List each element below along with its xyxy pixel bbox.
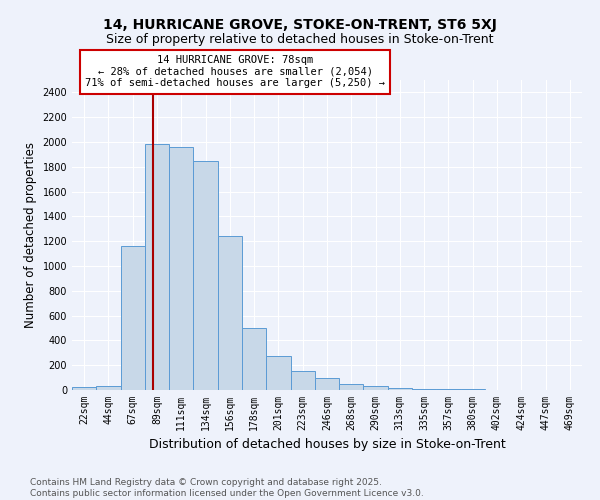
Bar <box>290 371 315 390</box>
Bar <box>145 144 169 390</box>
Y-axis label: Number of detached properties: Number of detached properties <box>24 142 37 328</box>
X-axis label: Distribution of detached houses by size in Stoke-on-Trent: Distribution of detached houses by size … <box>149 438 505 452</box>
Bar <box>388 388 412 390</box>
Text: Size of property relative to detached houses in Stoke-on-Trent: Size of property relative to detached ho… <box>106 32 494 46</box>
Bar <box>96 386 121 390</box>
Bar <box>169 147 193 390</box>
Text: 14 HURRICANE GROVE: 78sqm
← 28% of detached houses are smaller (2,054)
71% of se: 14 HURRICANE GROVE: 78sqm ← 28% of detac… <box>85 55 385 88</box>
Bar <box>339 384 364 390</box>
Text: Contains HM Land Registry data © Crown copyright and database right 2025.
Contai: Contains HM Land Registry data © Crown c… <box>30 478 424 498</box>
Bar <box>72 387 96 390</box>
Bar <box>364 386 388 390</box>
Bar <box>121 246 145 390</box>
Bar <box>436 389 461 390</box>
Bar <box>412 389 436 390</box>
Bar <box>193 160 218 390</box>
Bar <box>315 378 339 390</box>
Text: 14, HURRICANE GROVE, STOKE-ON-TRENT, ST6 5XJ: 14, HURRICANE GROVE, STOKE-ON-TRENT, ST6… <box>103 18 497 32</box>
Bar <box>266 356 290 390</box>
Bar <box>242 328 266 390</box>
Bar <box>218 236 242 390</box>
